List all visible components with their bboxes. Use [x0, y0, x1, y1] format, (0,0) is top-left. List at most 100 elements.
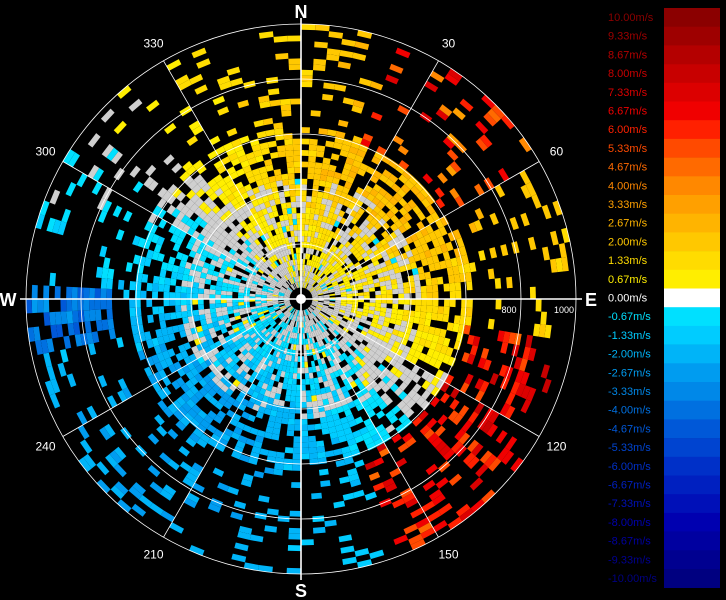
velocity-cell — [471, 443, 484, 457]
velocity-cell — [280, 257, 285, 264]
velocity-cell — [178, 445, 190, 457]
velocity-cell — [322, 304, 329, 308]
velocity-cell — [333, 307, 340, 312]
velocity-cell — [258, 280, 265, 285]
velocity-cell — [386, 209, 395, 219]
velocity-cell — [223, 188, 233, 197]
velocity-cell — [327, 307, 334, 312]
velocity-cell — [282, 335, 287, 342]
velocity-cell — [396, 188, 407, 198]
velocity-cell — [314, 383, 321, 390]
velocity-cell — [274, 463, 284, 470]
velocity-cell — [338, 435, 347, 443]
velocity-cell — [415, 230, 424, 240]
velocity-cell — [212, 367, 221, 376]
velocity-cell — [329, 293, 336, 296]
velocity-cell — [340, 398, 348, 406]
colorbar-label: 9.33m/s — [608, 31, 648, 43]
velocity-cell — [421, 198, 431, 209]
velocity-cell — [294, 178, 301, 185]
velocity-cell — [341, 329, 348, 336]
velocity-cell — [293, 442, 301, 448]
velocity-cell — [154, 414, 165, 426]
velocity-cell — [211, 375, 220, 385]
velocity-cell — [224, 210, 233, 219]
velocity-cell — [426, 204, 436, 215]
velocity-cell — [135, 444, 148, 457]
colorbar-label: -0.67m/s — [608, 311, 651, 323]
velocity-cell — [419, 311, 427, 319]
velocity-cell — [96, 479, 111, 494]
velocity-cell — [192, 257, 200, 266]
velocity-cell — [105, 454, 118, 468]
velocity-cell — [265, 129, 275, 137]
velocity-cell — [266, 347, 273, 354]
velocity-cell — [305, 321, 309, 327]
velocity-cell — [323, 234, 329, 242]
velocity-cell — [346, 176, 355, 184]
velocity-cell — [442, 354, 451, 365]
velocity-cell — [396, 277, 403, 284]
velocity-cell — [415, 330, 423, 338]
velocity-cell — [271, 186, 279, 194]
velocity-cell — [305, 276, 309, 283]
velocity-cell — [251, 168, 261, 176]
velocity-cell — [255, 301, 262, 304]
velocity-cell — [233, 281, 241, 286]
velocity-cell — [280, 315, 286, 321]
velocity-cell — [362, 226, 370, 235]
velocity-cell — [281, 383, 288, 390]
velocity-cell — [368, 428, 379, 437]
velocity-cell — [319, 320, 324, 326]
velocity-cell — [389, 63, 404, 74]
velocity-cell — [175, 311, 183, 319]
velocity-cell — [156, 425, 168, 437]
velocity-cell — [175, 292, 181, 299]
velocity-cell — [189, 385, 199, 395]
velocity-cell — [444, 299, 450, 307]
velocity-cell — [307, 167, 315, 174]
velocity-cell — [157, 187, 168, 198]
velocity-cell — [307, 413, 314, 420]
velocity-cell — [60, 349, 69, 363]
velocity-cell — [317, 191, 324, 199]
velocity-cell — [287, 167, 295, 174]
velocity-cell — [193, 174, 204, 184]
velocity-cell — [259, 100, 271, 109]
velocity-cell — [311, 331, 316, 338]
velocity-cell — [398, 293, 405, 299]
velocity-cell — [229, 316, 236, 322]
velocity-cell — [277, 251, 283, 259]
velocity-cell — [288, 58, 301, 65]
velocity-cell — [277, 281, 284, 286]
velocity-cell — [412, 383, 422, 393]
velocity-cell — [241, 261, 249, 268]
velocity-cell — [358, 223, 367, 231]
range-tick-label: 800 — [501, 305, 516, 315]
velocity-cell — [225, 356, 233, 365]
velocity-cell — [153, 345, 162, 355]
velocity-cell — [317, 334, 322, 341]
velocity-cell — [171, 400, 182, 411]
velocity-cell — [381, 299, 387, 304]
velocity-cell — [213, 325, 221, 332]
velocity-cell — [295, 247, 299, 254]
velocity-cell — [413, 253, 421, 262]
velocity-cell — [77, 425, 90, 440]
velocity-cell — [222, 314, 230, 320]
velocity-cell — [313, 173, 321, 181]
velocity-cell — [301, 310, 303, 317]
velocity-cell — [314, 348, 319, 355]
velocity-cell — [375, 410, 386, 420]
velocity-cell — [327, 273, 334, 279]
velocity-cell — [305, 265, 309, 271]
velocity-cell — [335, 302, 341, 306]
velocity-cell — [323, 82, 336, 90]
velocity-cell — [276, 357, 282, 365]
velocity-cell — [397, 282, 404, 289]
velocity-cell — [357, 382, 365, 391]
velocity-cell — [308, 278, 312, 284]
velocity-cell — [424, 339, 432, 349]
velocity-cell — [297, 367, 301, 374]
colorbar-swatch — [664, 512, 720, 532]
